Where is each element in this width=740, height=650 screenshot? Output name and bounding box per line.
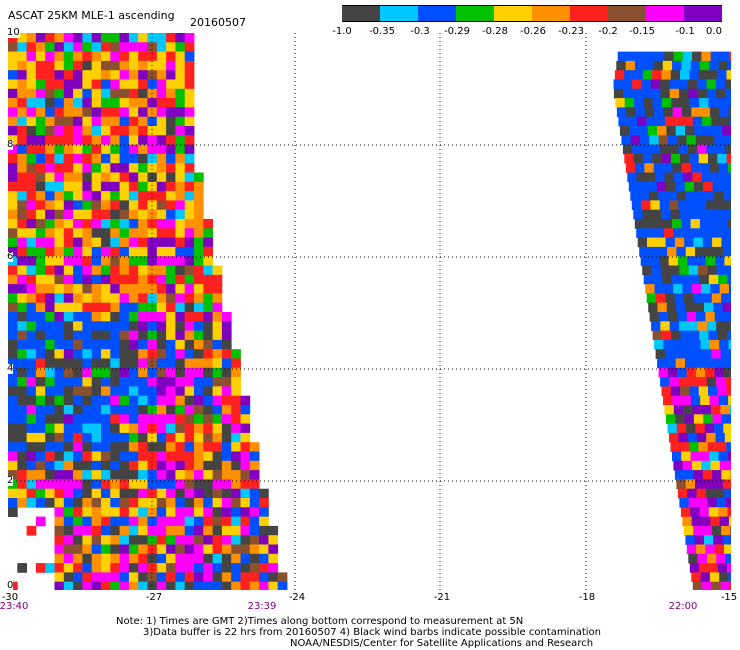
lat-lon-grid	[8, 33, 731, 590]
scale-swatch	[532, 5, 570, 22]
map-title: ASCAT 25KM MLE-1 ascending	[8, 9, 175, 22]
scale-label: -0.28	[482, 26, 508, 37]
lon-label: -30	[1, 592, 19, 603]
scale-label: -0.3	[410, 26, 430, 37]
scale-label: -0.23	[558, 26, 584, 37]
scale-label: -0.26	[520, 26, 546, 37]
lat-label: 0	[7, 580, 14, 591]
note-line-2: 3)Data buffer is 22 hrs from 20160507 4)…	[143, 627, 601, 638]
scale-label: -0.2	[598, 26, 618, 37]
time-label: 22:00	[668, 601, 698, 612]
scale-label: -0.29	[444, 26, 470, 37]
lon-label: -15	[720, 592, 738, 603]
scale-swatch	[380, 5, 418, 22]
scale-label: -0.35	[369, 26, 395, 37]
scale-swatch	[418, 5, 456, 22]
scale-swatch	[494, 5, 532, 22]
swath-cells	[8, 33, 731, 590]
scale-label: 0.0	[706, 26, 722, 37]
time-label: 23:39	[247, 601, 277, 612]
map-date: 20160507	[190, 16, 246, 29]
lat-label: 6	[7, 251, 14, 262]
time-label: 23:40	[0, 601, 29, 612]
lat-label: 2	[7, 475, 14, 486]
satellite-swath-map	[8, 33, 731, 590]
scale-swatch	[456, 5, 494, 22]
scale-swatch	[646, 5, 684, 22]
note-line-1: Note: 1) Times are GMT 2)Times along bot…	[116, 616, 524, 627]
scale-swatch	[342, 5, 380, 22]
scale-label: -1.0	[332, 26, 352, 37]
scale-swatch	[684, 5, 722, 22]
lon-label: -18	[578, 592, 596, 603]
lon-label: -27	[145, 592, 163, 603]
scale-label: -0.15	[629, 26, 655, 37]
lat-label: 8	[7, 139, 14, 150]
scale-swatch	[608, 5, 646, 22]
lon-label: -24	[288, 592, 306, 603]
scale-swatch	[570, 5, 608, 22]
scale-label: -0.1	[675, 26, 695, 37]
lat-label: 4	[7, 363, 14, 374]
note-line-3: NOAA/NESDIS/Center for Satellite Applica…	[290, 638, 594, 649]
lat-label: 10	[7, 27, 20, 38]
lon-label: -21	[433, 592, 451, 603]
